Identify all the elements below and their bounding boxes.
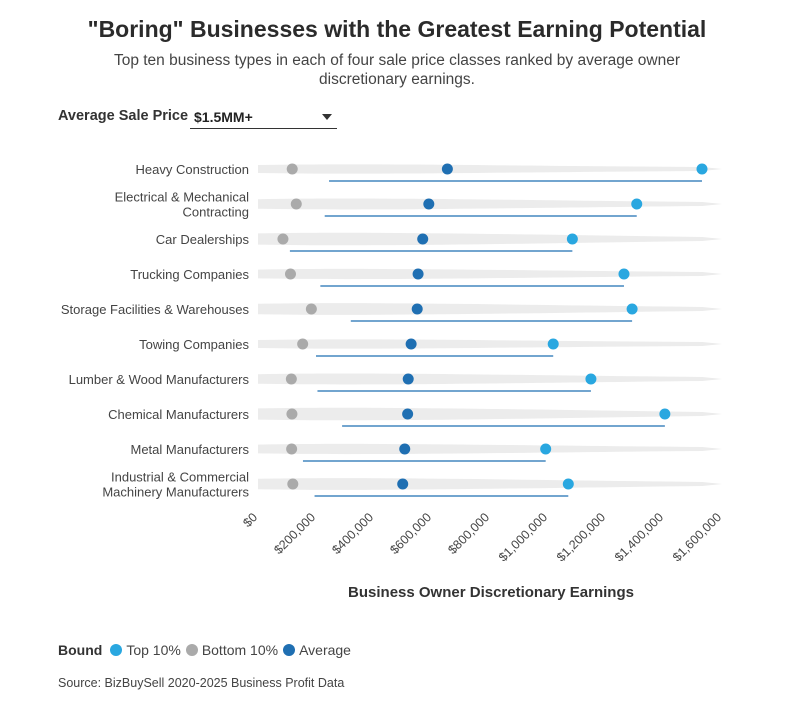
bottom-10-dot (286, 443, 298, 455)
chart-title: "Boring" Businesses with the Greatest Ea… (87, 16, 707, 42)
legend-dot-top (110, 644, 123, 656)
category-label: Machinery Manufacturers (102, 485, 249, 500)
bottom-10-dot (284, 268, 296, 280)
legend: Bound Top 10% Bottom 10% Average (58, 642, 356, 658)
average-dot (423, 198, 435, 210)
average-dot (402, 408, 414, 420)
top-10-dot (626, 303, 638, 315)
category-label: Heavy Construction (136, 162, 249, 177)
distribution-band (258, 443, 722, 455)
x-tick-label: $1,400,000 (612, 510, 666, 564)
top-10-dot (547, 338, 559, 350)
top-10-dot (562, 478, 574, 490)
top-10-dot (618, 268, 630, 280)
legend-label-average: Average (299, 642, 351, 658)
category-label: Metal Manufacturers (131, 442, 250, 457)
distribution-band (258, 198, 722, 210)
bottom-10-dot (290, 198, 302, 210)
distribution-band (258, 164, 722, 174)
average-dot (402, 373, 414, 385)
category-label: Car Dealerships (156, 232, 250, 247)
chart-subtitle: Top ten business types in each of four s… (113, 52, 681, 88)
category-label: Storage Facilities & Warehouses (61, 302, 250, 317)
average-dot (397, 478, 409, 490)
category-label: Towing Companies (139, 337, 249, 352)
distribution-band (258, 478, 722, 490)
legend-title: Bound (58, 642, 103, 658)
x-tick-label: $1,200,000 (554, 510, 608, 564)
average-dot (405, 338, 417, 350)
top-10-dot (696, 163, 708, 175)
bottom-10-dot (286, 408, 298, 420)
top-10-dot (631, 198, 643, 210)
x-tick-label: $1,000,000 (496, 510, 550, 564)
average-dot (399, 443, 411, 455)
distribution-band (258, 268, 722, 280)
legend-item-average[interactable]: Average (283, 642, 351, 658)
legend-dot-average (283, 644, 296, 656)
top-10-dot (659, 408, 671, 420)
average-dot (417, 233, 429, 245)
average-dot (411, 303, 423, 315)
average-dot (412, 268, 424, 280)
legend-dot-bottom (185, 644, 198, 656)
bottom-10-dot (297, 338, 309, 350)
x-tick-label: $600,000 (387, 510, 434, 557)
distribution-band (258, 232, 722, 246)
x-tick-label: $400,000 (329, 510, 376, 557)
bottom-10-dot (285, 373, 297, 385)
category-label: Contracting (183, 205, 249, 220)
x-tick-label: $0 (240, 510, 260, 530)
category-label: Chemical Manufacturers (108, 407, 249, 422)
x-axis-title: Business Owner Discretionary Earnings (348, 584, 634, 601)
dot-range-chart: Heavy Construction Electrical & Mechanica… (61, 162, 724, 601)
x-tick-label: $800,000 (445, 510, 492, 557)
bottom-10-dot (287, 478, 299, 490)
legend-item-bottom[interactable]: Bottom 10% (185, 642, 279, 658)
distribution-band (258, 339, 722, 349)
legend-label-bottom: Bottom 10% (201, 642, 279, 658)
category-label: Lumber & Wood Manufacturers (69, 372, 250, 387)
legend-label-top: Top 10% (126, 642, 181, 658)
sale-price-selected-value: $1.5MM+ (194, 109, 253, 125)
bottom-10-dot (277, 233, 289, 245)
source-note: Source: BizBuySell 2020-2025 Business Pr… (58, 676, 345, 690)
average-dot (441, 163, 453, 175)
sale-price-dropdown[interactable]: $1.5MM+ (190, 104, 337, 129)
distribution-band (258, 373, 722, 385)
legend-item-top[interactable]: Top 10% (110, 642, 181, 658)
top-10-dot (566, 233, 578, 245)
filter-label: Average Sale Price (58, 108, 189, 124)
bottom-10-dot (305, 303, 317, 315)
category-label: Electrical & Mechanical (115, 190, 249, 205)
x-tick-label: $1,600,000 (670, 510, 724, 564)
distribution-band (258, 303, 722, 315)
category-label: Trucking Companies (130, 267, 249, 282)
top-10-dot (540, 443, 552, 455)
chevron-down-icon[interactable] (322, 114, 332, 120)
category-label: Industrial & Commercial (111, 470, 249, 485)
top-10-dot (585, 373, 597, 385)
x-tick-label: $200,000 (271, 510, 318, 557)
bottom-10-dot (286, 163, 298, 175)
distribution-band (258, 407, 722, 421)
